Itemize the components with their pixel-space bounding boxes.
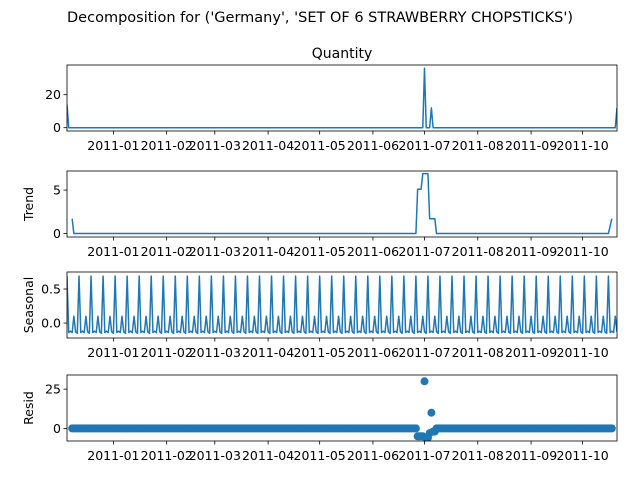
y-axis-label: Resid bbox=[21, 391, 36, 425]
series-line bbox=[71, 172, 613, 235]
axes-frame bbox=[66, 374, 618, 442]
x-tick-label: 2011-04 bbox=[242, 345, 294, 360]
subplot-title: Quantity bbox=[312, 46, 373, 62]
x-tick-label: 2011-08 bbox=[452, 448, 504, 463]
x-tick-label: 2011-03 bbox=[189, 138, 241, 153]
figure-title: Decomposition for ('Germany', 'SET OF 6 … bbox=[67, 10, 573, 26]
x-tick-label: 2011-01 bbox=[87, 345, 139, 360]
residual-point bbox=[607, 424, 616, 433]
residual-point bbox=[427, 408, 436, 417]
x-tick-label: 2011-06 bbox=[347, 138, 399, 153]
plot-area bbox=[68, 377, 616, 441]
x-tick-label: 2011-06 bbox=[347, 345, 399, 360]
y-tick-label: 0 bbox=[53, 226, 61, 241]
residual-point bbox=[420, 377, 429, 386]
x-tick-label: 2011-05 bbox=[294, 448, 346, 463]
x-tick-label: 2011-04 bbox=[242, 138, 294, 153]
series-line bbox=[67, 275, 617, 334]
x-tick-label: 2011-03 bbox=[189, 448, 241, 463]
y-tick-label: 0 bbox=[53, 421, 61, 436]
x-tick-label: 2011-06 bbox=[347, 244, 399, 259]
x-tick-label: 2011-05 bbox=[294, 138, 346, 153]
x-tick-label: 2011-05 bbox=[294, 244, 346, 259]
y-tick-label: 0.0 bbox=[41, 316, 61, 331]
x-tick-label: 2011-08 bbox=[452, 244, 504, 259]
axes-frame bbox=[66, 170, 618, 238]
y-axis-label: Seasonal bbox=[21, 277, 36, 334]
x-tick-label: 2011-07 bbox=[398, 448, 450, 463]
x-tick-label: 2011-07 bbox=[398, 345, 450, 360]
x-tick-label: 2011-10 bbox=[557, 448, 609, 463]
x-tick-label: 2011-01 bbox=[87, 244, 139, 259]
x-tick-label: 2011-01 bbox=[87, 138, 139, 153]
plot-area bbox=[67, 275, 617, 334]
x-tick-label: 2011-01 bbox=[87, 448, 139, 463]
x-tick-label: 2011-05 bbox=[294, 345, 346, 360]
x-tick-label: 2011-03 bbox=[189, 244, 241, 259]
y-tick-label: 5 bbox=[53, 183, 61, 198]
x-tick-label: 2011-10 bbox=[557, 244, 609, 259]
x-tick-label: 2011-03 bbox=[189, 345, 241, 360]
series-line bbox=[67, 67, 617, 129]
y-tick-label: 0.5 bbox=[41, 282, 61, 297]
x-tick-label: 2011-09 bbox=[505, 448, 557, 463]
plot-area bbox=[67, 67, 617, 129]
x-tick-label: 2011-08 bbox=[452, 138, 504, 153]
y-tick-label: 0 bbox=[53, 120, 61, 135]
x-tick-label: 2011-02 bbox=[141, 244, 193, 259]
y-tick-label: 20 bbox=[45, 87, 61, 102]
x-tick-label: 2011-04 bbox=[242, 244, 294, 259]
x-tick-label: 2011-02 bbox=[141, 448, 193, 463]
x-tick-label: 2011-06 bbox=[347, 448, 399, 463]
y-axis-label: Trend bbox=[21, 187, 36, 222]
x-tick-label: 2011-10 bbox=[557, 345, 609, 360]
x-tick-label: 2011-07 bbox=[398, 244, 450, 259]
y-tick-label: 25 bbox=[45, 382, 61, 397]
x-tick-label: 2011-09 bbox=[505, 345, 557, 360]
plot-area bbox=[71, 172, 613, 235]
axes-frame bbox=[66, 64, 618, 132]
x-tick-label: 2011-09 bbox=[505, 138, 557, 153]
x-tick-label: 2011-04 bbox=[242, 448, 294, 463]
x-tick-label: 2011-09 bbox=[505, 244, 557, 259]
x-tick-label: 2011-07 bbox=[398, 138, 450, 153]
x-tick-label: 2011-08 bbox=[452, 345, 504, 360]
x-tick-label: 2011-10 bbox=[557, 138, 609, 153]
axes-frame bbox=[66, 271, 618, 339]
residual-point bbox=[411, 424, 420, 433]
x-tick-label: 2011-02 bbox=[141, 138, 193, 153]
x-tick-label: 2011-02 bbox=[141, 345, 193, 360]
